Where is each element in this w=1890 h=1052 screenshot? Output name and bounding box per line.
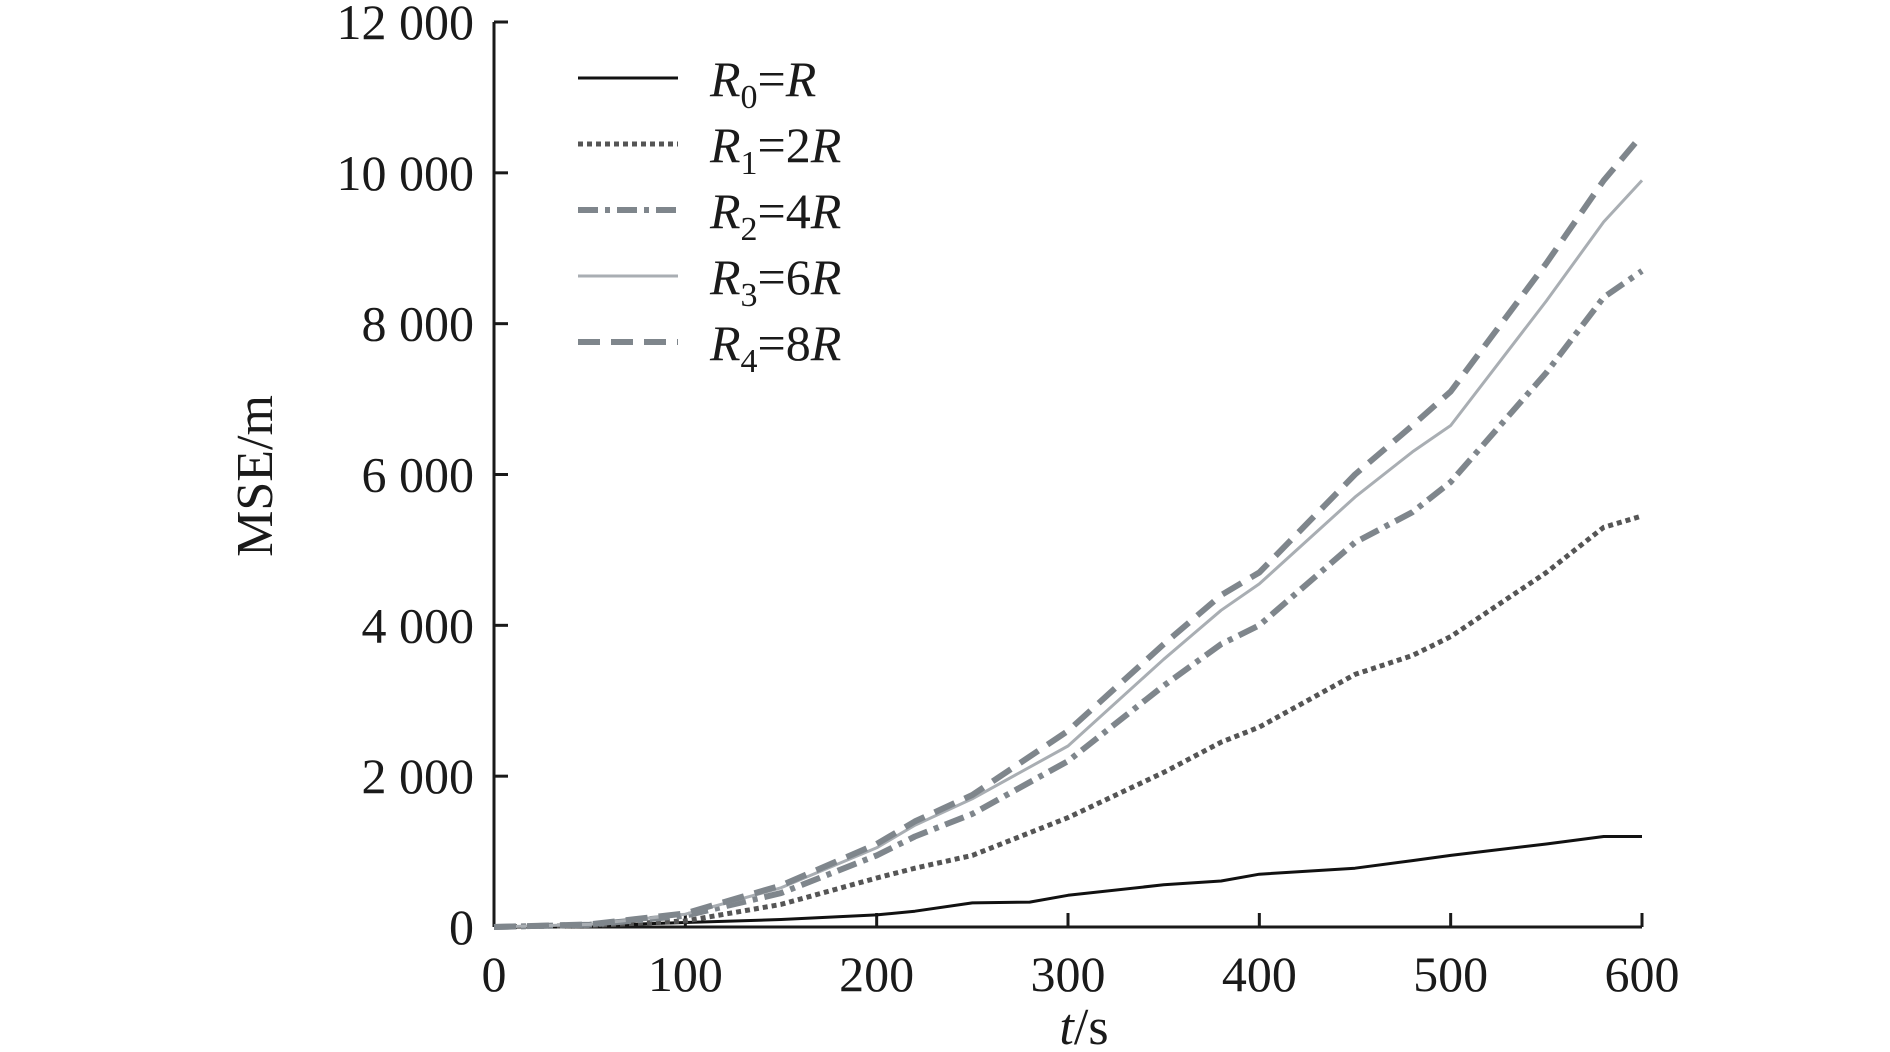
legend-label: R2=4R: [709, 183, 841, 248]
x-tick-label: 500: [1413, 946, 1488, 1002]
series-line-r0-r: [493, 835, 1642, 929]
y-tick-label: 0: [449, 899, 474, 955]
x-axis-label-var: t: [1059, 999, 1075, 1052]
x-tick-label: 600: [1605, 946, 1680, 1002]
y-tick-label: 10 000: [337, 145, 475, 201]
series-line-r3-6r: [493, 179, 1644, 929]
axes: [492, 20, 1644, 929]
legend-label: R3=6R: [709, 249, 841, 314]
series-line-r4-8r: [493, 133, 1645, 930]
x-tick-label: 0: [482, 946, 507, 1002]
legend-label: R1=2R: [709, 117, 841, 182]
x-axis-label-unit: /s: [1074, 999, 1109, 1052]
tick-labels: 0 100 200 300 400 500 600 0 2 000 4 000 6 000 8 000…: [337, 0, 1680, 1002]
x-tick-label: 100: [648, 946, 723, 1002]
x-axis-label: t/s: [1059, 999, 1108, 1052]
y-tick-label: 8 000: [362, 296, 475, 352]
y-tick-label: 6 000: [362, 447, 475, 503]
x-tick-label: 200: [839, 946, 914, 1002]
y-axis-label: MSE/m: [227, 395, 284, 557]
y-tick-label: 12 000: [337, 0, 475, 50]
series-lines: [493, 133, 1645, 930]
y-tick-label: 4 000: [362, 597, 475, 653]
y-tick-label: 2 000: [362, 748, 475, 804]
legend-label: R4=8R: [709, 315, 841, 380]
legend-label: R0=R: [709, 51, 816, 116]
series-line-r1-2r: [493, 513, 1643, 930]
x-tick-label: 400: [1222, 946, 1297, 1002]
x-tick-label: 300: [1031, 946, 1106, 1002]
